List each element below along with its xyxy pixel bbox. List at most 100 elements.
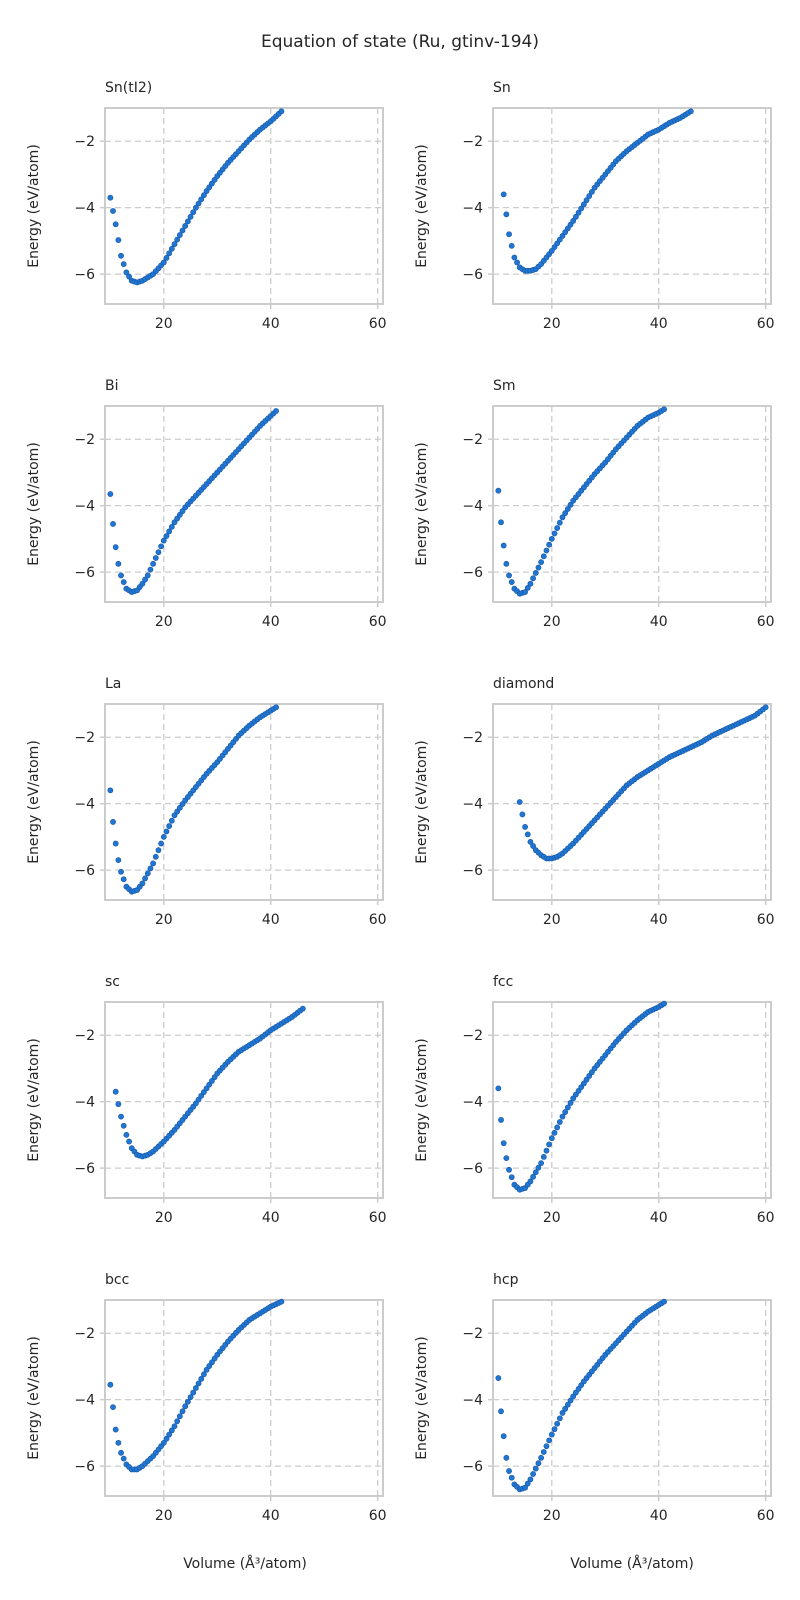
- y-tick-label: −6: [74, 863, 95, 879]
- panel-sn: 20 40 60 −2 −4 −6 Sn Energy (eV/atom): [414, 80, 775, 332]
- data-point: [527, 1476, 534, 1483]
- x-tick-label: 20: [155, 912, 173, 928]
- data-point: [115, 560, 122, 567]
- data-point: [564, 506, 571, 512]
- data-point: [163, 533, 170, 539]
- data-point: [554, 525, 561, 531]
- data-point: [112, 1426, 119, 1433]
- data-point: [548, 535, 555, 542]
- subplot-title: Sm: [493, 378, 516, 394]
- data-point: [166, 1431, 173, 1438]
- y-tick-label: −4: [462, 1095, 483, 1111]
- data-point: [559, 1410, 566, 1416]
- data-point: [503, 560, 510, 567]
- y-axis-label: Energy (eV/atom): [414, 740, 430, 864]
- data-point: [126, 273, 132, 280]
- y-tick-label: −2: [74, 730, 95, 746]
- data-point: [118, 252, 124, 259]
- data-point: [152, 853, 159, 860]
- data-point: [160, 537, 167, 544]
- y-axis-label: Energy (eV/atom): [26, 1336, 42, 1460]
- data-point: [299, 1005, 306, 1012]
- data-point: [572, 213, 579, 220]
- x-tick-label: 20: [155, 1508, 173, 1524]
- data-point: [174, 236, 181, 243]
- y-tick-label: −6: [462, 863, 483, 879]
- data-point: [562, 1109, 569, 1115]
- data-point: [182, 223, 189, 229]
- data-point: [160, 1439, 167, 1446]
- data-point: [112, 840, 119, 847]
- data-point: [548, 1431, 555, 1438]
- data-point: [107, 491, 114, 497]
- x-tick-label: 60: [757, 1508, 775, 1524]
- y-axis-label: Energy (eV/atom): [26, 1038, 42, 1162]
- data-point: [107, 787, 114, 794]
- y-tick-label: −2: [462, 432, 483, 448]
- y-tick-label: −6: [462, 1161, 483, 1177]
- data-point: [168, 1427, 175, 1434]
- y-tick-label: −6: [462, 267, 483, 283]
- data-point: [174, 1418, 181, 1425]
- data-point: [567, 1100, 574, 1106]
- data-point: [142, 875, 148, 882]
- data-point: [107, 194, 114, 201]
- data-point: [112, 544, 119, 551]
- data-point: [171, 241, 178, 248]
- panel-bi: 20 40 60 −2 −4 −6 Bi Energy (eV/atom): [26, 378, 387, 630]
- panel-sc: 20 40 60 −2 −4 −6 sc Energy (eV/atom): [26, 974, 387, 1226]
- x-tick-label: 60: [757, 316, 775, 332]
- data-point: [273, 408, 279, 414]
- x-tick-label: 40: [262, 1508, 280, 1524]
- y-tick-label: −6: [74, 1459, 95, 1475]
- data-point: [687, 108, 694, 115]
- x-tick-label: 20: [155, 614, 173, 630]
- series-points: [107, 704, 279, 895]
- data-point: [278, 1298, 285, 1305]
- data-point: [201, 192, 207, 199]
- data-point: [184, 218, 191, 225]
- x-tick-label: 20: [543, 912, 561, 928]
- data-point: [495, 1375, 502, 1381]
- data-point: [661, 1000, 667, 1007]
- data-point: [192, 204, 199, 211]
- data-point: [503, 1454, 510, 1461]
- data-point: [179, 227, 186, 234]
- x-tick-label: 60: [369, 614, 387, 630]
- x-tick-label: 60: [369, 1508, 387, 1524]
- data-point: [532, 570, 539, 576]
- series-points: [495, 1000, 667, 1193]
- data-point: [567, 1397, 574, 1404]
- data-point: [551, 1426, 558, 1433]
- data-point: [575, 209, 582, 216]
- data-point: [168, 817, 175, 824]
- data-point: [166, 823, 173, 829]
- data-point: [554, 1124, 561, 1131]
- panel-bcc: 20 40 60 −2 −4 −6 bcc Energy (eV/atom): [26, 1272, 387, 1524]
- x-tick-label: 40: [262, 614, 280, 630]
- data-point: [578, 205, 585, 212]
- subplot-title: bcc: [105, 1272, 129, 1288]
- axes-frame: [104, 405, 384, 603]
- series-points: [107, 108, 285, 286]
- data-point: [495, 487, 502, 494]
- axes-frame: [492, 107, 772, 305]
- series-points: [107, 408, 279, 595]
- y-axis-label: Energy (eV/atom): [26, 442, 42, 566]
- data-point: [118, 1449, 124, 1456]
- x-tick-label: 40: [650, 912, 668, 928]
- x-tick-label: 20: [543, 1210, 561, 1226]
- data-point: [589, 188, 595, 195]
- data-point: [150, 560, 157, 567]
- data-point: [567, 501, 574, 508]
- y-axis-label: Energy (eV/atom): [26, 144, 42, 268]
- data-point: [530, 843, 536, 849]
- data-point: [160, 833, 167, 840]
- data-point: [508, 1474, 515, 1481]
- data-point: [176, 1413, 183, 1420]
- data-point: [115, 1439, 122, 1446]
- data-point: [546, 541, 553, 548]
- x-tick-label: 20: [543, 1508, 561, 1524]
- data-point: [559, 1113, 566, 1120]
